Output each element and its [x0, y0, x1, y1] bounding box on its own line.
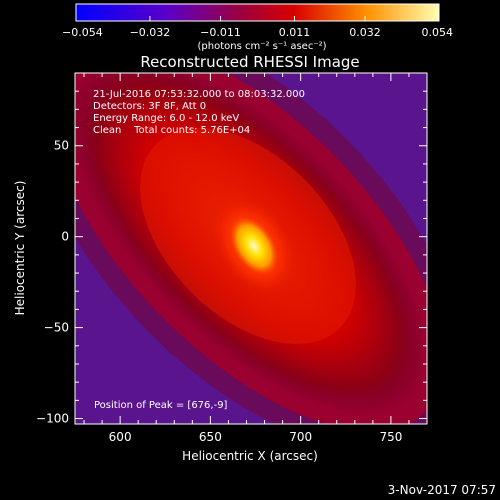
- colorbar-tick-label: −0.054: [62, 26, 103, 39]
- colorbar: [75, 3, 440, 22]
- peak-position-label: Position of Peak = [676,-9]: [94, 400, 228, 411]
- y-axis-label: Heliocentric Y (arcsec): [13, 181, 27, 316]
- y-tick-label: −100: [36, 412, 69, 426]
- x-tick-label: 750: [379, 430, 402, 444]
- colorbar-tick-label: 0.054: [422, 26, 454, 39]
- y-axis-ticks: 50 0 −50 −100: [36, 72, 427, 426]
- colorbar-units: (photons cm⁻² s⁻¹ asec⁻²): [197, 41, 326, 52]
- annotation-energy: Energy Range: 6.0 - 12.0 keV: [93, 113, 239, 124]
- x-axis-ticks: 600 650 700 750: [83, 73, 428, 444]
- x-axis-label: Heliocentric X (arcsec): [182, 449, 318, 463]
- colorbar-ticks: −0.054 −0.032 −0.011 0.011 0.032 0.054: [62, 16, 453, 39]
- annotation-counts: Clean Total counts: 5.76E+04: [93, 125, 250, 136]
- colorbar-tick-label: 0.011: [279, 26, 311, 39]
- annotation-detectors: Detectors: 3F 8F, Att 0: [93, 101, 206, 112]
- y-tick-label: 50: [54, 139, 69, 153]
- annotation-block: 21-Jul-2016 07:53:32.000 to 08:03:32.000…: [93, 89, 305, 136]
- y-tick-label: −50: [44, 321, 69, 335]
- x-tick-label: 650: [199, 430, 222, 444]
- plot-frame: [74, 72, 428, 425]
- footer-date: 3-Nov-2017 07:57: [388, 483, 496, 497]
- x-tick-label: 600: [109, 430, 132, 444]
- colorbar-tick-label: 0.032: [349, 26, 381, 39]
- x-tick-label: 700: [289, 430, 312, 444]
- y-tick-label: 0: [61, 230, 69, 244]
- colorbar-tick-label: −0.032: [130, 26, 171, 39]
- annotation-time-range: 21-Jul-2016 07:53:32.000 to 08:03:32.000: [93, 89, 305, 100]
- colorbar-tick-label: −0.011: [200, 26, 241, 39]
- chart-title: Reconstructed RHESSI Image: [140, 53, 359, 71]
